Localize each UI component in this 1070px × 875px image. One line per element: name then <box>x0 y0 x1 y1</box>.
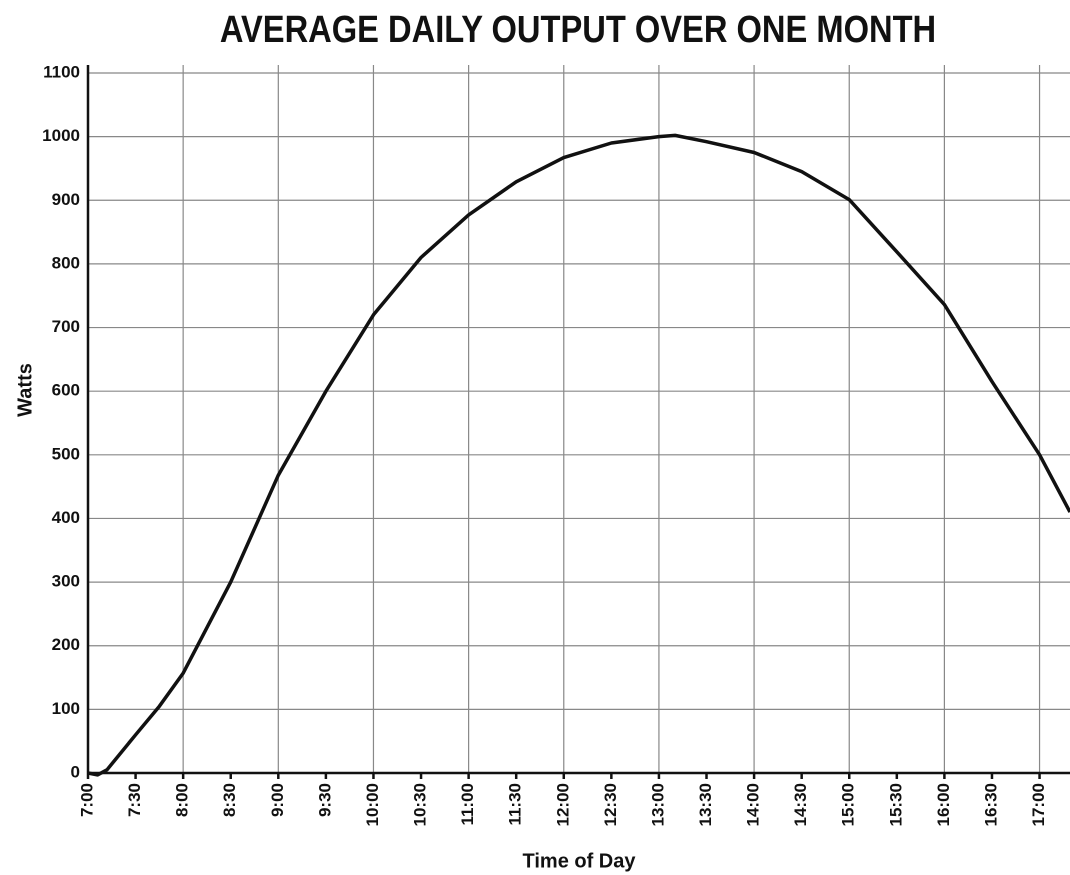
x-tick-label: 10:30 <box>411 783 430 826</box>
y-tick-label: 300 <box>52 572 80 591</box>
line-series <box>87 133 1070 777</box>
x-tick-label: 11:00 <box>458 783 477 826</box>
x-tick-label: 7:00 <box>77 783 96 817</box>
x-tick-label: 10:00 <box>363 783 382 826</box>
x-tick-label: 8:30 <box>220 783 239 817</box>
x-tick-label: 9:00 <box>268 783 287 817</box>
x-tick-label: 7:30 <box>125 783 144 817</box>
x-tick-label: 16:00 <box>934 783 953 826</box>
x-tick-label: 14:00 <box>744 783 763 826</box>
x-tick-label: 9:30 <box>315 783 334 817</box>
chart-title: AVERAGE DAILY OUTPUT OVER ONE MONTH <box>220 8 936 51</box>
x-tick-label: 11:30 <box>506 783 525 826</box>
y-tick-label: 1000 <box>42 126 80 145</box>
x-axis-label: Time of Day <box>523 850 637 872</box>
x-tick-label: 14:30 <box>791 783 810 826</box>
y-tick-label: 700 <box>52 317 80 336</box>
y-axis-label: Watts <box>14 363 36 417</box>
y-tick-label: 400 <box>52 508 80 527</box>
y-tick-label: 600 <box>52 381 80 400</box>
y-tick-label: 100 <box>52 699 80 718</box>
y-tick-label: 800 <box>52 253 80 272</box>
x-tick-label: 12:30 <box>601 783 620 826</box>
x-tick-label: 15:00 <box>839 783 858 826</box>
x-tick-label: 16:30 <box>981 783 1000 826</box>
x-tick-label: 13:30 <box>696 783 715 826</box>
x-tick-label: 17:00 <box>1029 783 1048 826</box>
x-tick-label: 13:00 <box>648 783 667 826</box>
x-tick-label: 12:00 <box>553 783 572 826</box>
y-tick-label: 500 <box>52 444 80 463</box>
x-tick-label: 15:30 <box>886 783 905 826</box>
x-tick-label: 8:00 <box>173 783 192 817</box>
y-tick-label: 200 <box>52 635 80 654</box>
y-tick-label: 0 <box>71 762 80 781</box>
y-tick-label: 1100 <box>43 62 80 81</box>
y-tick-label: 900 <box>52 190 80 209</box>
